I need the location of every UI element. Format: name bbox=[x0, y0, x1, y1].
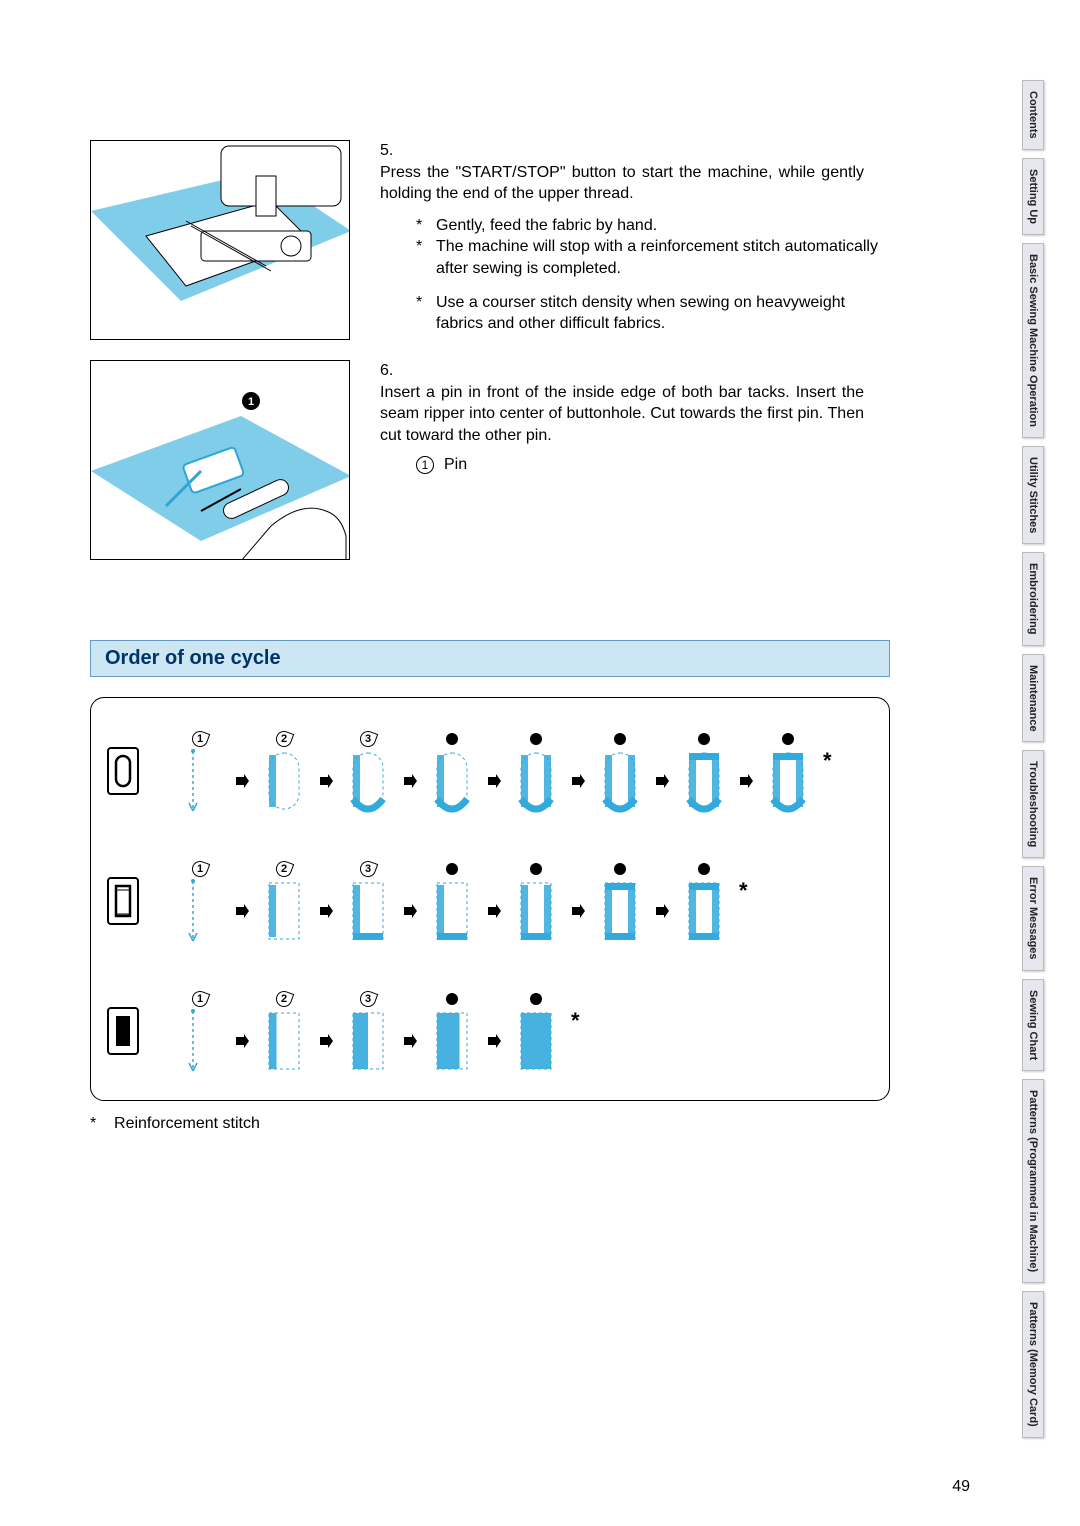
cycle-step bbox=[673, 729, 735, 813]
arrow-icon bbox=[735, 773, 757, 789]
step-5-bullets: *Gently, feed the fabric by hand. *The m… bbox=[416, 215, 890, 335]
cycle-step: 2 bbox=[253, 729, 315, 813]
cycle-step: 1 bbox=[169, 729, 231, 813]
cycle-diagram: 123* 123* 123* bbox=[90, 697, 890, 1101]
arrow-icon bbox=[651, 903, 673, 919]
step-5-row: 5. Press the "START/STOP" button to star… bbox=[90, 140, 890, 340]
tab-setting-up[interactable]: Setting Up bbox=[1022, 158, 1044, 235]
cycle-step: 2 bbox=[253, 859, 315, 943]
cycle-step bbox=[757, 729, 819, 813]
cycle-step: 3 bbox=[337, 729, 399, 813]
arrow-icon bbox=[315, 773, 337, 789]
arrow-icon bbox=[399, 773, 421, 789]
cycle-step: 1 bbox=[169, 989, 231, 1073]
cycle-step bbox=[421, 989, 483, 1073]
page-content: 5. Press the "START/STOP" button to star… bbox=[90, 140, 890, 1133]
cycle-step: 1 bbox=[169, 859, 231, 943]
cycle-row-2: 123 * bbox=[107, 846, 873, 956]
tab-patterns-card[interactable]: Patterns (Memory Card) bbox=[1022, 1291, 1044, 1438]
footnote: * Reinforcement stitch bbox=[90, 1115, 890, 1133]
arrow-icon bbox=[315, 1033, 337, 1049]
arrow-icon bbox=[483, 773, 505, 789]
arrow-icon bbox=[651, 773, 673, 789]
arrow-icon bbox=[399, 903, 421, 919]
row-icon-rounded bbox=[107, 747, 139, 795]
tab-patterns-machine[interactable]: Patterns (Programmed in Machine) bbox=[1022, 1079, 1044, 1283]
callout-text: Pin bbox=[444, 454, 467, 476]
step-6-body: Insert a pin in front of the inside edge… bbox=[380, 382, 864, 447]
row-icon-square bbox=[107, 877, 139, 925]
cycle-row-3: 123 * bbox=[107, 976, 873, 1086]
tab-troubleshooting[interactable]: Troubleshooting bbox=[1022, 750, 1044, 858]
footnote-mark: * bbox=[90, 1115, 96, 1132]
row-icon-dense bbox=[107, 1007, 139, 1055]
callout-number: 1 bbox=[416, 456, 434, 474]
tab-error-messages[interactable]: Error Messages bbox=[1022, 866, 1044, 971]
cycle-step bbox=[673, 859, 735, 943]
step-5-bullet-1: Gently, feed the fabric by hand. bbox=[436, 215, 890, 237]
reinforcement-marker: * bbox=[823, 748, 832, 774]
arrow-icon bbox=[231, 1033, 253, 1049]
step-5-bullet-3: Use a courser stitch density when sewing… bbox=[436, 292, 890, 335]
tab-maintenance[interactable]: Maintenance bbox=[1022, 654, 1044, 743]
cycle-step: 3 bbox=[337, 989, 399, 1073]
cycle-step bbox=[505, 989, 567, 1073]
tab-embroidering[interactable]: Embroidering bbox=[1022, 552, 1044, 646]
illustration-seam-ripper: 1 bbox=[90, 360, 350, 560]
step-6-text: 6. Insert a pin in front of the inside e… bbox=[380, 360, 890, 560]
step-5-number: 5. bbox=[380, 140, 402, 162]
reinforcement-marker: * bbox=[571, 1008, 580, 1034]
arrow-icon bbox=[315, 903, 337, 919]
side-tabs: Contents Setting Up Basic Sewing Machine… bbox=[1022, 80, 1060, 1446]
cycle-step bbox=[421, 729, 483, 813]
cycle-step bbox=[505, 729, 567, 813]
arrow-icon bbox=[399, 1033, 421, 1049]
step-5-text: 5. Press the "START/STOP" button to star… bbox=[380, 140, 890, 340]
step-5-body: Press the "START/STOP" button to start t… bbox=[380, 162, 864, 205]
tab-contents[interactable]: Contents bbox=[1022, 80, 1044, 150]
illustration-sewing-machine bbox=[90, 140, 350, 340]
arrow-icon bbox=[231, 773, 253, 789]
step-6-number: 6. bbox=[380, 360, 402, 382]
arrow-icon bbox=[231, 903, 253, 919]
tab-basic-sewing[interactable]: Basic Sewing Machine Operation bbox=[1022, 243, 1044, 438]
cycle-step bbox=[589, 859, 651, 943]
footnote-text: Reinforcement stitch bbox=[114, 1115, 260, 1132]
cycle-row-1: 123 * bbox=[107, 716, 873, 826]
section-title: Order of one cycle bbox=[90, 640, 890, 677]
arrow-icon bbox=[567, 903, 589, 919]
tab-sewing-chart[interactable]: Sewing Chart bbox=[1022, 979, 1044, 1071]
arrow-icon bbox=[567, 773, 589, 789]
cycle-step bbox=[505, 859, 567, 943]
cycle-step: 2 bbox=[253, 989, 315, 1073]
arrow-icon bbox=[483, 1033, 505, 1049]
tab-utility-stitches[interactable]: Utility Stitches bbox=[1022, 446, 1044, 544]
arrow-icon bbox=[483, 903, 505, 919]
step-5-bullet-2: The machine will stop with a reinforceme… bbox=[436, 236, 890, 279]
cycle-step: 3 bbox=[337, 859, 399, 943]
page-number: 49 bbox=[952, 1478, 970, 1496]
svg-text:1: 1 bbox=[248, 396, 254, 408]
reinforcement-marker: * bbox=[739, 878, 748, 904]
cycle-step bbox=[589, 729, 651, 813]
cycle-step bbox=[421, 859, 483, 943]
step-6-row: 1 6. Insert a pin in front of the inside… bbox=[90, 360, 890, 560]
